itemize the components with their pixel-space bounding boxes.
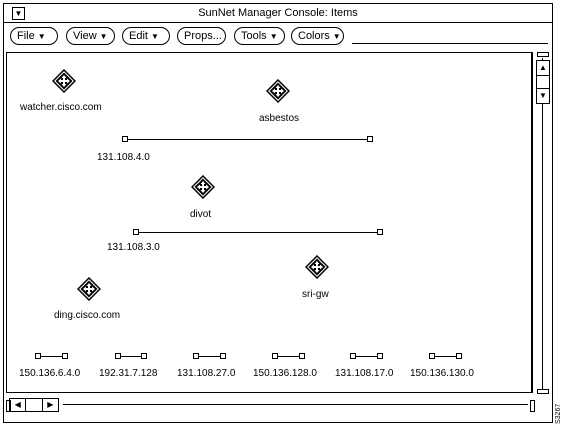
window-menu-button[interactable]: ▼ — [12, 7, 25, 20]
network-segment[interactable] — [275, 356, 303, 357]
network-label: 131.108.3.0 — [107, 242, 160, 253]
arrow-right-icon: ▶ — [47, 400, 54, 409]
network-endpoint[interactable] — [377, 229, 383, 235]
network-label: 192.31.7.128 — [99, 368, 158, 379]
props-label: Props... — [184, 30, 222, 42]
map-canvas[interactable]: watcher.cisco.com asbestos divot — [6, 52, 533, 393]
edit-menu-label: Edit — [129, 30, 148, 42]
arrow-up-icon: ▲ — [539, 63, 547, 72]
chevron-down-icon: ▼ — [14, 9, 23, 18]
network-label: 131.108.27.0 — [177, 368, 236, 379]
tools-menu-button[interactable]: Tools ▼ — [234, 27, 285, 45]
scrollbar-top-anchor[interactable] — [537, 52, 549, 57]
props-button[interactable]: Props... — [177, 27, 226, 45]
device-label: asbestos — [259, 113, 300, 124]
router-icon — [52, 69, 76, 93]
file-menu-button[interactable]: File ▼ — [10, 27, 58, 45]
file-menu-label: File — [17, 30, 35, 42]
view-menu-button[interactable]: View ▼ — [66, 27, 115, 45]
scrollbar-right-anchor[interactable] — [530, 400, 535, 412]
router-icon — [191, 175, 215, 199]
chevron-down-icon: ▼ — [99, 32, 108, 41]
chevron-down-icon: ▼ — [332, 32, 341, 41]
router-icon — [305, 255, 329, 279]
network-segment[interactable] — [353, 356, 381, 357]
scroll-drag-box[interactable] — [25, 399, 43, 411]
network-endpoint[interactable] — [299, 353, 305, 359]
network-endpoint[interactable] — [429, 353, 435, 359]
scroll-drag-box[interactable] — [537, 75, 549, 89]
network-label: 150.136.128.0 — [253, 368, 317, 379]
scrollbar-bottom-anchor[interactable] — [537, 389, 549, 394]
router-icon — [77, 277, 101, 301]
network-endpoint[interactable] — [122, 136, 128, 142]
network-endpoint[interactable] — [141, 353, 147, 359]
arrow-left-icon: ◀ — [14, 400, 21, 409]
view-menu-label: View — [73, 30, 97, 42]
scroll-up-button[interactable]: ▲ — [537, 61, 549, 75]
network-endpoint[interactable] — [272, 353, 278, 359]
network-label: 150.136.130.0 — [410, 368, 474, 379]
network-endpoint[interactable] — [456, 353, 462, 359]
scrollbar-left-anchor[interactable] — [6, 400, 11, 412]
network-label: 131.108.17.0 — [335, 368, 394, 379]
network-endpoint[interactable] — [350, 353, 356, 359]
chevron-down-icon: ▼ — [37, 32, 46, 41]
device-label: ding.cisco.com — [54, 310, 121, 321]
network-endpoint[interactable] — [193, 353, 199, 359]
network-segment[interactable] — [126, 139, 369, 140]
window-title: SunNet Manager Console: Items — [198, 7, 358, 19]
network-endpoint[interactable] — [35, 353, 41, 359]
horizontal-scrollbar[interactable]: ◀ ▶ — [6, 397, 539, 413]
network-label: 131.108.4.0 — [97, 152, 150, 163]
arrow-down-icon: ▼ — [539, 91, 547, 100]
colors-menu-label: Colors — [298, 30, 330, 42]
title-bar: ▼ SunNet Manager Console: Items — [4, 4, 552, 23]
console-window: ▼ SunNet Manager Console: Items File ▼ Vi… — [3, 3, 553, 423]
toolbar: File ▼ View ▼ Edit ▼ Props... Tools ▼ Colors… — [4, 23, 552, 51]
edit-menu-button[interactable]: Edit ▼ — [122, 27, 170, 45]
scrollbar-elevator[interactable]: ◀ ▶ — [9, 398, 59, 412]
network-endpoint[interactable] — [62, 353, 68, 359]
network-endpoint[interactable] — [367, 136, 373, 142]
scrollbar-elevator[interactable]: ▲ ▼ — [536, 60, 550, 104]
router-icon — [266, 79, 290, 103]
scroll-right-button[interactable]: ▶ — [43, 399, 58, 411]
network-endpoint[interactable] — [377, 353, 383, 359]
scrollbar-cable — [63, 404, 528, 405]
chevron-down-icon: ▼ — [269, 32, 278, 41]
scroll-left-button[interactable]: ◀ — [10, 399, 25, 411]
vertical-scrollbar[interactable]: ▲ ▼ — [535, 52, 551, 398]
figure-tag: S3267 — [555, 403, 562, 424]
scroll-down-button[interactable]: ▼ — [537, 89, 549, 103]
network-segment[interactable] — [118, 356, 145, 357]
colors-menu-button[interactable]: Colors ▼ — [291, 27, 344, 45]
device-label: divot — [190, 209, 212, 220]
scrollbar-cable — [542, 58, 543, 393]
network-segment[interactable] — [196, 356, 224, 357]
network-endpoint[interactable] — [220, 353, 226, 359]
network-label: 150.136.6.4.0 — [19, 368, 81, 379]
device-label: sri-gw — [302, 289, 329, 300]
network-endpoint[interactable] — [133, 229, 139, 235]
network-segment[interactable] — [432, 356, 460, 357]
chevron-down-icon: ▼ — [150, 32, 159, 41]
network-segment[interactable] — [38, 356, 66, 357]
network-segment[interactable] — [136, 232, 379, 233]
device-label: watcher.cisco.com — [20, 102, 102, 113]
toolbar-divider — [352, 43, 548, 44]
network-endpoint[interactable] — [115, 353, 121, 359]
tools-menu-label: Tools — [241, 30, 267, 42]
